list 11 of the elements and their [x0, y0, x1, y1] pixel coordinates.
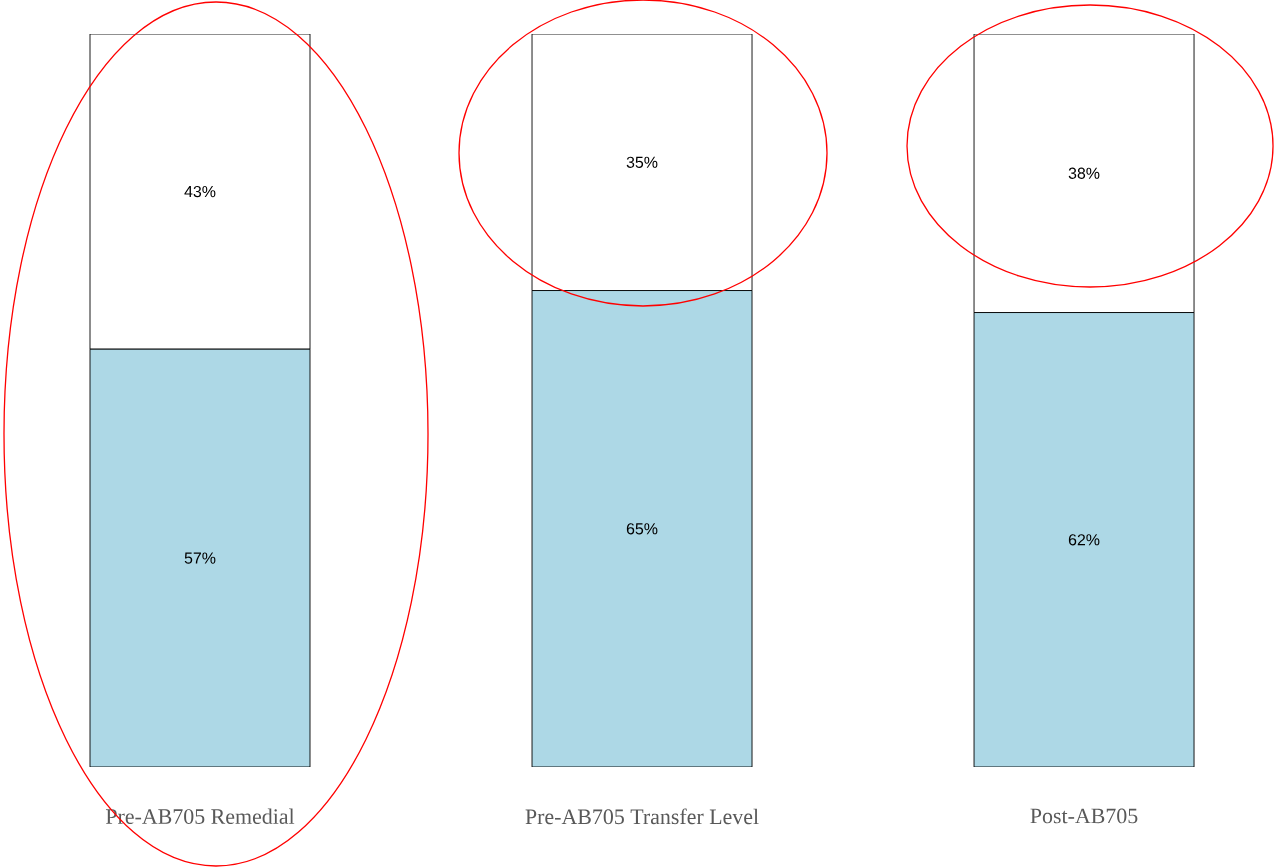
data-label: 65%: [626, 523, 658, 535]
bar: [89, 348, 311, 767]
data-label: 35%: [626, 156, 658, 168]
x-tick-label: Post-AB705: [1030, 808, 1138, 824]
bar: [531, 290, 753, 767]
data-label: 43%: [184, 185, 216, 198]
x-tick-label: Pre-AB705 Transfer Level: [525, 808, 759, 825]
data-label: 62%: [1068, 534, 1100, 546]
data-label: 38%: [1068, 167, 1100, 179]
data-label: 57%: [184, 552, 216, 564]
bar: [973, 312, 1195, 767]
